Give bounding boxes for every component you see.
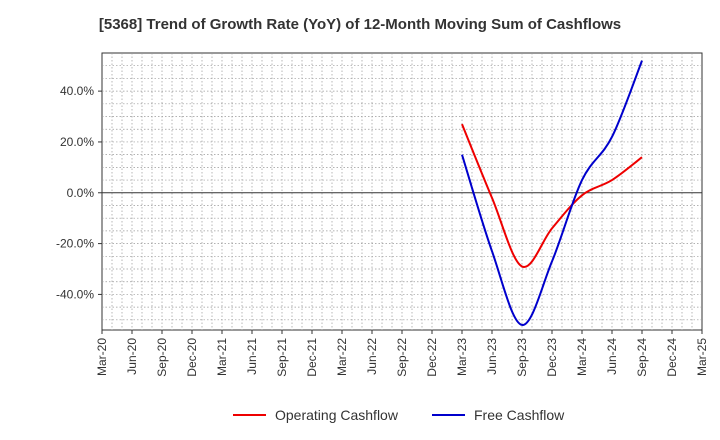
legend-label: Operating Cashflow — [275, 407, 399, 423]
x-tick-label: Mar-25 — [695, 338, 709, 376]
x-tick-label: Mar-20 — [95, 338, 109, 376]
series-line-operating-cashflow — [461, 123, 643, 268]
y-tick-label: 0.0% — [67, 186, 95, 200]
x-tick-label: Jun-23 — [485, 338, 499, 375]
x-tick-label: Mar-23 — [455, 338, 469, 376]
x-tick-label: Sep-20 — [155, 338, 169, 377]
x-tick-label: Sep-23 — [515, 338, 529, 377]
x-tick-label: Dec-23 — [545, 338, 559, 377]
x-tick-label: Jun-22 — [365, 338, 379, 375]
x-tick-label: Sep-21 — [275, 338, 289, 377]
x-tick-label: Dec-20 — [185, 338, 199, 377]
x-tick-label: Dec-22 — [425, 338, 439, 377]
x-tick-label: Mar-22 — [335, 338, 349, 376]
x-tick-label: Mar-24 — [575, 338, 589, 376]
x-tick-label: Dec-24 — [665, 338, 679, 377]
y-tick-label: 40.0% — [60, 84, 94, 98]
x-tick-label: Dec-21 — [305, 338, 319, 377]
y-tick-label: -40.0% — [56, 287, 94, 301]
x-tick-label: Sep-22 — [395, 338, 409, 377]
chart-title: [5368] Trend of Growth Rate (YoY) of 12-… — [98, 16, 622, 33]
y-tick-label: 20.0% — [60, 135, 94, 149]
x-tick-label: Sep-24 — [635, 338, 649, 377]
x-tick-label: Jun-24 — [605, 338, 619, 375]
series-line-free-cashflow — [461, 60, 643, 326]
y-tick-label: -20.0% — [56, 237, 94, 251]
x-tick-label: Jun-20 — [125, 338, 139, 375]
legend-label: Free Cashflow — [474, 407, 565, 423]
x-tick-label: Jun-21 — [245, 338, 259, 375]
x-tick-label: Mar-21 — [215, 338, 229, 376]
